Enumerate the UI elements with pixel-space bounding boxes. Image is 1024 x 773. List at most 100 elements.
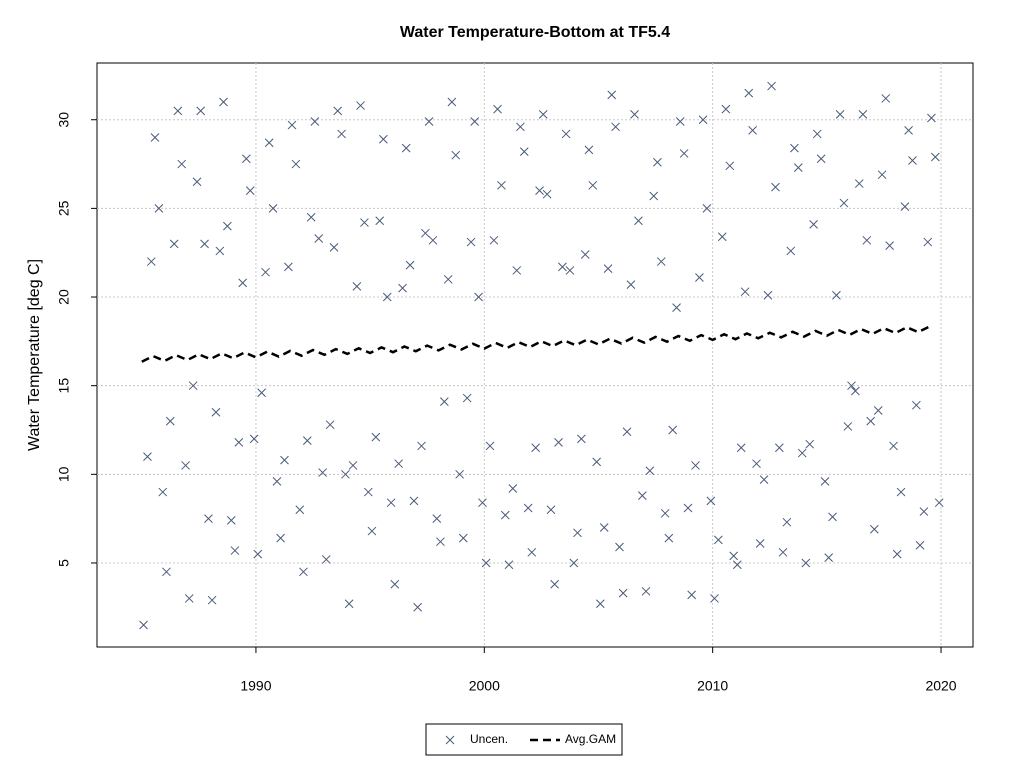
data-point (439, 397, 449, 406)
data-point (820, 477, 830, 486)
data-point (470, 117, 480, 126)
data-point (634, 216, 643, 226)
legend-label: Avg.GAM (565, 732, 616, 746)
data-point (390, 579, 400, 589)
data-point (268, 204, 278, 213)
data-point (869, 524, 879, 534)
data-point (284, 262, 293, 272)
data-point (280, 455, 289, 465)
data-point (409, 496, 419, 506)
data-point (904, 126, 913, 135)
data-point (839, 198, 849, 208)
data-point (139, 620, 148, 630)
data-point (481, 558, 491, 568)
data-point (542, 189, 552, 199)
data-point (637, 491, 647, 500)
data-point (497, 180, 506, 190)
data-point (732, 560, 742, 570)
legend-label: Uncen. (470, 732, 508, 746)
data-point (462, 393, 472, 403)
data-point (618, 588, 628, 598)
data-point (691, 461, 700, 470)
legend (425, 723, 623, 756)
data-point (458, 533, 468, 543)
data-point (489, 235, 499, 245)
data-point (873, 406, 883, 415)
data-point (900, 202, 910, 211)
data-point (603, 264, 613, 274)
data-point (356, 101, 365, 110)
data-point (881, 94, 891, 103)
data-point (896, 487, 906, 497)
data-point (249, 434, 259, 444)
data-point (325, 420, 335, 430)
data-point (173, 106, 183, 116)
data-point (207, 595, 217, 605)
data-point (695, 273, 704, 282)
data-point (146, 257, 156, 266)
data-point (401, 143, 411, 153)
data-point (554, 438, 563, 447)
data-point (790, 143, 799, 153)
data-point (447, 97, 457, 107)
data-point (759, 475, 769, 484)
data-point (558, 262, 567, 272)
data-point (432, 514, 442, 523)
data-point (535, 186, 544, 196)
data-point (341, 469, 350, 479)
data-point (405, 260, 415, 270)
data-point (455, 469, 464, 479)
data-point (306, 212, 316, 222)
data-point (584, 145, 594, 155)
y-tick-label: 20 (56, 289, 72, 305)
data-point (531, 443, 541, 453)
data-point (847, 381, 856, 391)
data-point (162, 567, 171, 577)
data-point (615, 542, 624, 552)
data-point (352, 282, 362, 291)
data-point (211, 407, 221, 417)
data-point (394, 459, 404, 469)
data-point (219, 97, 228, 107)
data-point (379, 134, 388, 144)
data-point (687, 590, 697, 600)
data-point (143, 452, 152, 461)
data-point (188, 381, 198, 391)
data-point (835, 110, 845, 119)
data-point (363, 487, 373, 497)
data-point (375, 216, 385, 226)
data-point (154, 204, 164, 213)
data-point (611, 122, 620, 132)
data-point (421, 228, 430, 238)
data-point (854, 179, 864, 188)
data-point (923, 237, 933, 247)
data-point (877, 170, 887, 180)
data-point (291, 159, 301, 169)
data-point (321, 555, 331, 564)
data-point (360, 218, 369, 227)
y-tick-label: 30 (56, 112, 72, 128)
data-point (565, 266, 575, 275)
data-point (588, 180, 598, 190)
data-point (641, 586, 651, 596)
data-point (599, 523, 609, 532)
data-point (382, 292, 392, 302)
data-point (812, 129, 822, 139)
data-point (181, 461, 190, 470)
data-point (832, 290, 841, 300)
data-point (474, 292, 483, 302)
data-point (889, 441, 898, 451)
data-point (348, 461, 358, 470)
data-point (223, 221, 232, 231)
data-point (930, 152, 940, 162)
data-point (523, 503, 533, 513)
data-point (801, 558, 811, 568)
data-point (485, 441, 495, 451)
data-point (184, 594, 194, 603)
data-point (740, 287, 750, 297)
data-point (729, 551, 739, 561)
data-point (226, 516, 236, 525)
data-point (649, 191, 659, 201)
data-point (245, 186, 255, 196)
data-point (302, 436, 312, 445)
